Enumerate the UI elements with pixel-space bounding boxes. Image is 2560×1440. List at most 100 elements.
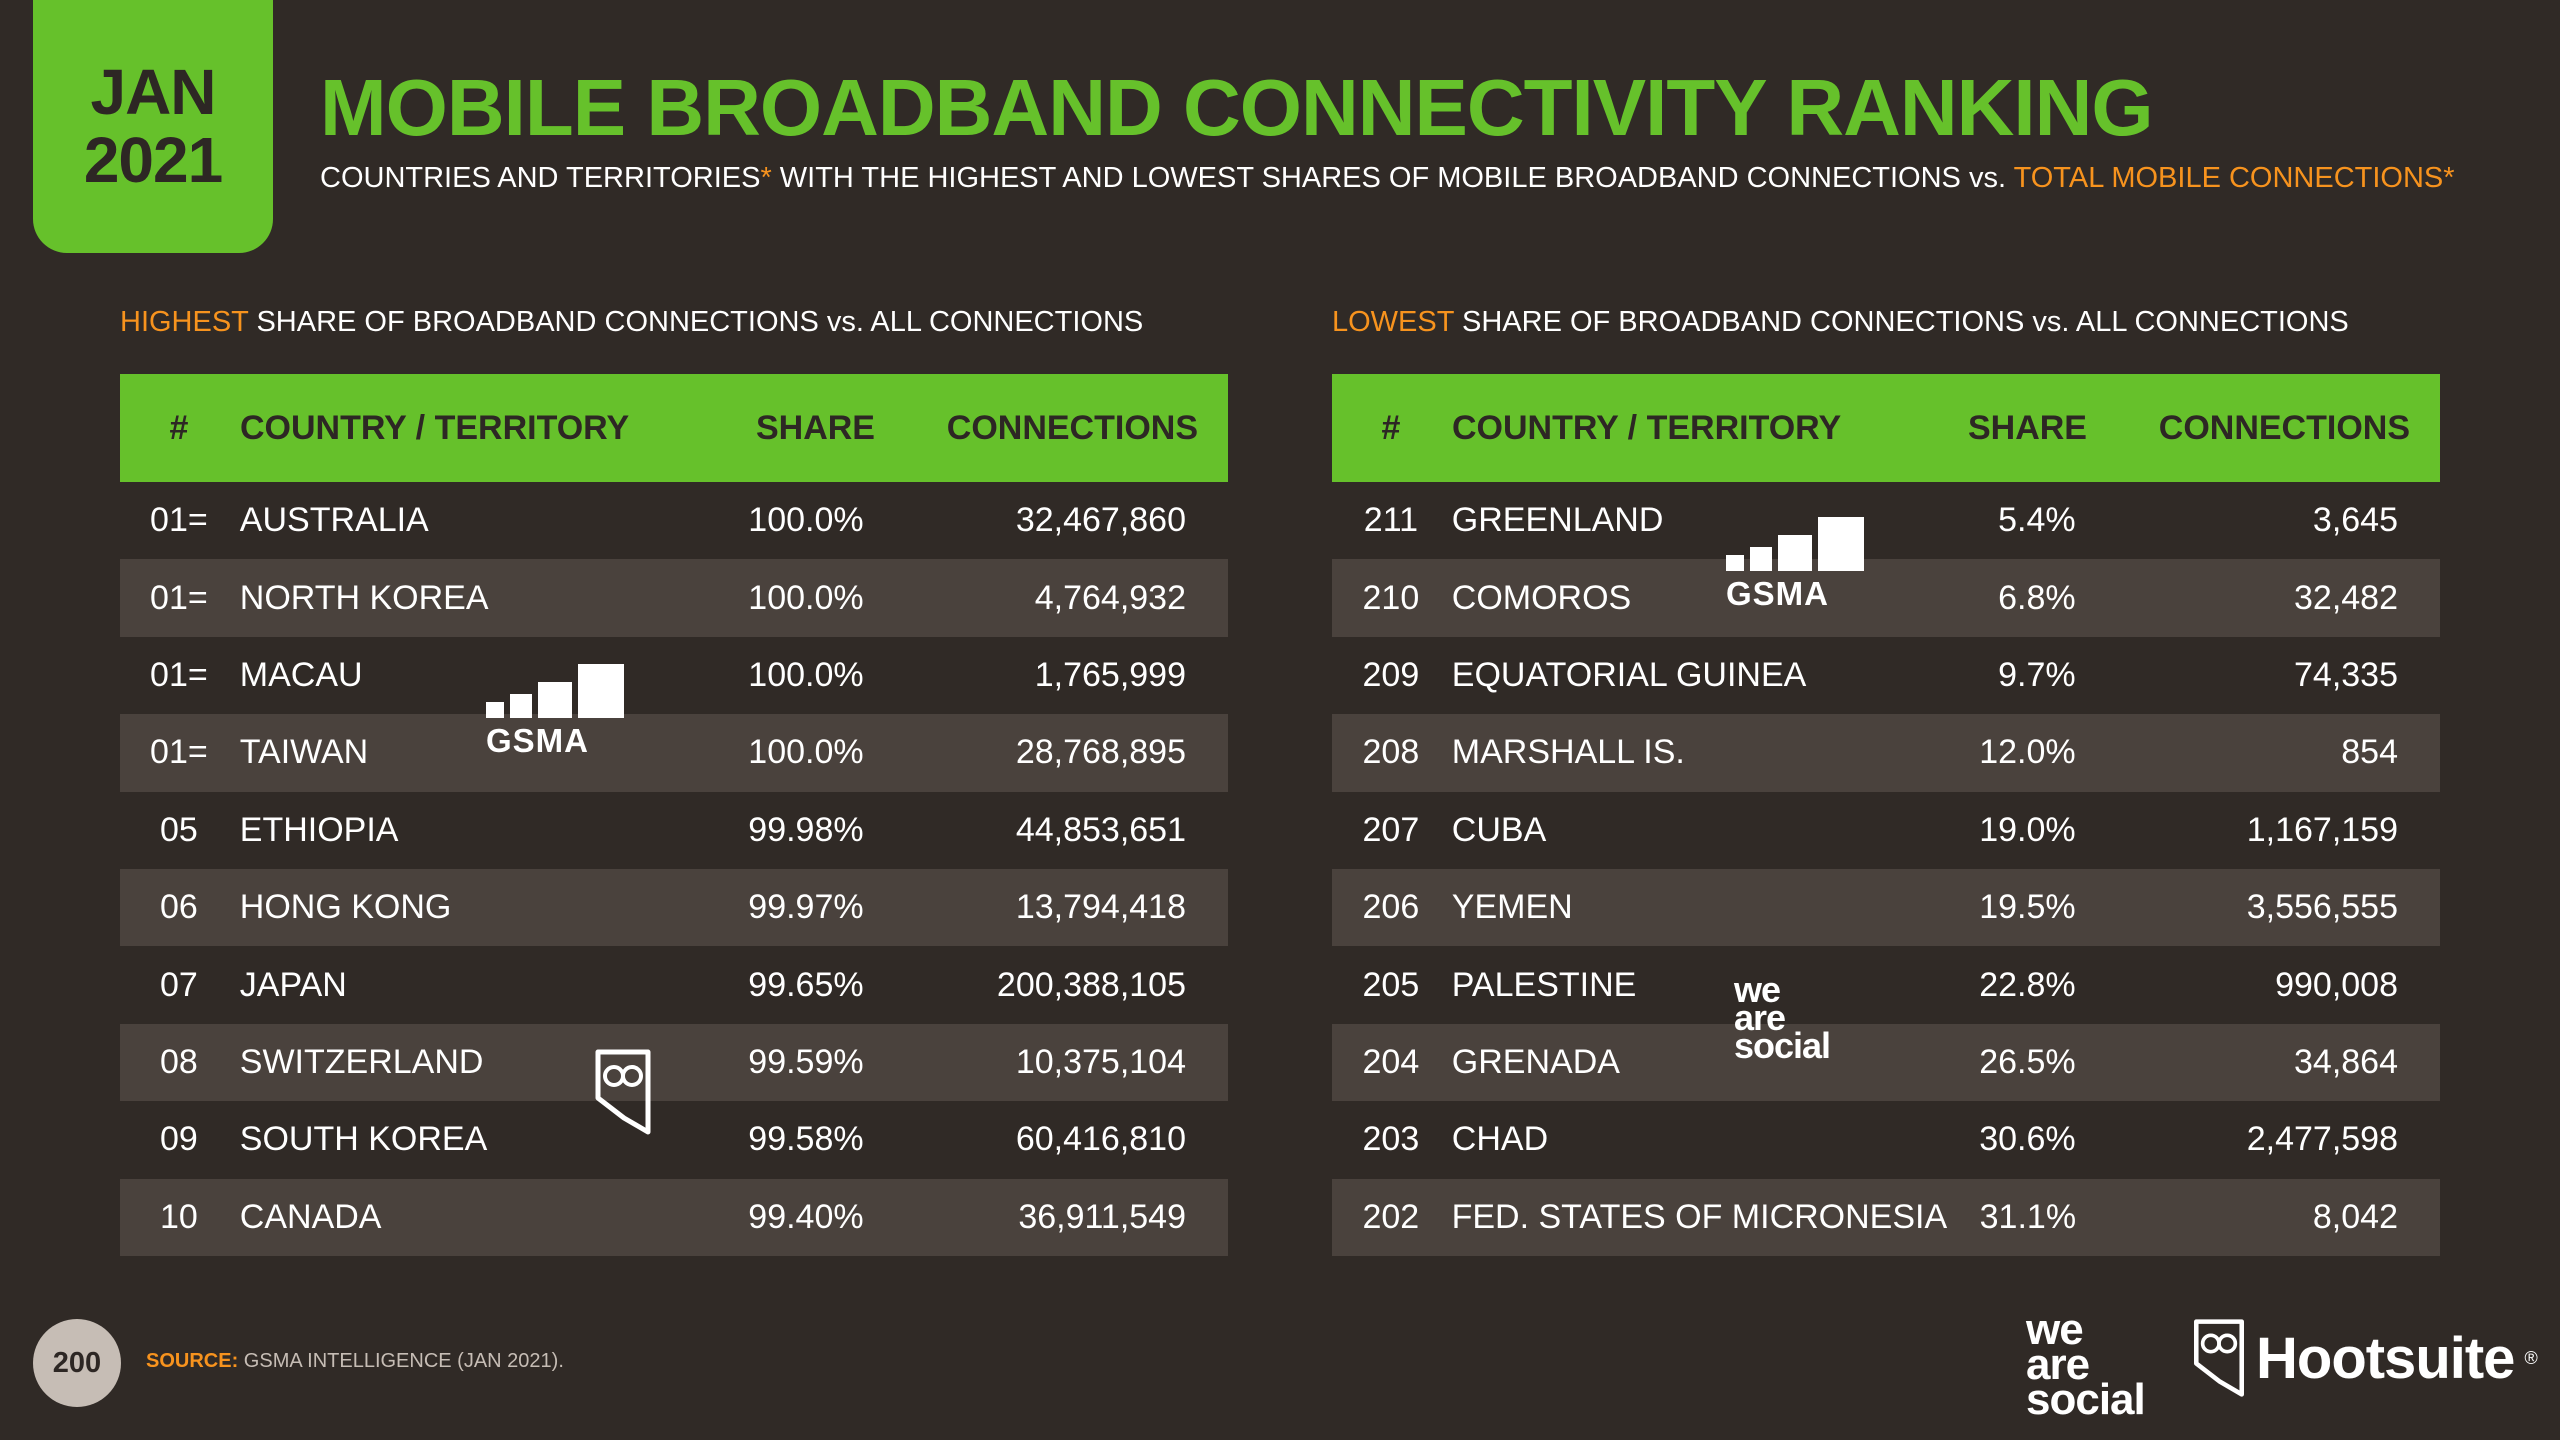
date-badge: JAN 2021 bbox=[33, 0, 273, 253]
country-cell: ETHIOPIA bbox=[239, 810, 399, 849]
hootsuite-logo: Hootsuite ® bbox=[2192, 1318, 2538, 1398]
rank-cell: 206 bbox=[1362, 888, 1420, 927]
page-subtitle: COUNTRIES AND TERRITORIES* WITH THE HIGH… bbox=[320, 162, 2455, 195]
rank-cell: 09 bbox=[159, 1120, 198, 1159]
country-cell: GREENLAND bbox=[1451, 501, 1664, 540]
lowest-rows: 211 GREENLAND 5.4% 3,645 210 COMOROS 6.8% 32,4… bbox=[1332, 482, 2440, 1256]
page-title: MOBILE BROADBAND CONNECTIVITY RANKING bbox=[320, 63, 2154, 152]
rank-cell: 06 bbox=[159, 888, 198, 927]
country-cell: CHAD bbox=[1451, 1120, 1549, 1159]
highest-panel: HIGHEST SHARE OF BROADBAND CONNECTIONS v… bbox=[120, 302, 1228, 1256]
signal-bars-icon bbox=[1726, 517, 1864, 571]
share-cell: 99.97% bbox=[748, 888, 864, 927]
share-cell: 5.4% bbox=[1998, 501, 2076, 540]
connections-cell: 74,335 bbox=[2294, 655, 2398, 694]
owl-logo-icon bbox=[2193, 1319, 2244, 1397]
connections-cell: 2,477,598 bbox=[2246, 1120, 2398, 1159]
country-cell: SWITZERLAND bbox=[239, 1042, 484, 1081]
rank-cell: 205 bbox=[1362, 965, 1420, 1004]
share-cell: 22.8% bbox=[1979, 965, 2076, 1004]
country-cell: YEMEN bbox=[1451, 888, 1573, 927]
rank-cell: 207 bbox=[1362, 810, 1420, 849]
rank-cell: 10 bbox=[159, 1197, 198, 1236]
share-cell: 100.0% bbox=[748, 578, 864, 617]
connections-cell: 10,375,104 bbox=[1015, 1042, 1186, 1081]
lowest-panel: LOWEST SHARE OF BROADBAND CONNECTIONS vs… bbox=[1332, 302, 2440, 1256]
table-row: 01= TAIWAN 100.0% 28,768,895 bbox=[120, 714, 1228, 792]
source-text: GSMA INTELLIGENCE (JAN 2021). bbox=[238, 1350, 564, 1372]
country-cell: CUBA bbox=[1451, 810, 1547, 849]
table-row: 205 PALESTINE 22.8% 990,008 bbox=[1332, 946, 2440, 1024]
rank-cell: 01= bbox=[150, 655, 208, 694]
share-cell: 9.7% bbox=[1998, 655, 2076, 694]
table-row: 08 SWITZERLAND 99.59% 10,375,104 bbox=[120, 1023, 1228, 1102]
table-row: 208 MARSHALL IS. 12.0% 854 bbox=[1332, 714, 2440, 792]
connections-cell: 3,556,555 bbox=[2246, 888, 2398, 927]
share-cell: 31.1% bbox=[1979, 1197, 2077, 1236]
gsma-watermark-text: GSMA bbox=[1726, 575, 1829, 612]
col-share-header: SHARE bbox=[1967, 408, 2087, 447]
share-cell: 99.98% bbox=[748, 810, 864, 849]
country-cell: JAPAN bbox=[239, 965, 347, 1004]
col-connections-header: CONNECTIONS bbox=[2158, 408, 2410, 447]
table-row: 203 CHAD 30.6% 2,477,598 bbox=[1332, 1101, 2440, 1179]
rank-cell: 209 bbox=[1362, 655, 1420, 694]
owl-logo-icon bbox=[594, 1048, 652, 1141]
table-row: 211 GREENLAND 5.4% 3,645 bbox=[1332, 482, 2440, 560]
lowest-heading: LOWEST SHARE OF BROADBAND CONNECTIONS vs… bbox=[1332, 302, 2440, 342]
connections-cell: 1,765,999 bbox=[1034, 655, 1186, 694]
badge-month: JAN bbox=[90, 56, 216, 129]
rank-cell: 204 bbox=[1362, 1042, 1420, 1081]
table-row: 01= AUSTRALIA 100.0% 32,467,860 bbox=[120, 482, 1228, 560]
rank-cell: 01= bbox=[150, 501, 208, 540]
country-cell: COMOROS bbox=[1451, 578, 1632, 617]
connections-cell: 34,864 bbox=[2294, 1042, 2398, 1081]
country-cell: AUSTRALIA bbox=[239, 501, 429, 540]
country-cell: HONG KONG bbox=[239, 888, 452, 927]
col-connections-header: CONNECTIONS bbox=[946, 408, 1198, 447]
highest-heading: HIGHEST SHARE OF BROADBAND CONNECTIONS v… bbox=[120, 302, 1228, 342]
was-line-3: social bbox=[1734, 1025, 1831, 1067]
connections-cell: 990,008 bbox=[2275, 965, 2398, 1004]
source-note: SOURCE: GSMA INTELLIGENCE (JAN 2021). bbox=[146, 1350, 564, 1373]
country-cell: PALESTINE bbox=[1451, 965, 1637, 1004]
subtitle-part1: COUNTRIES AND TERRITORIES bbox=[320, 162, 761, 194]
subtitle-part2: WITH THE HIGHEST AND LOWEST SHARES OF MO… bbox=[771, 162, 2014, 194]
col-rank-header: # bbox=[169, 408, 189, 447]
connections-cell: 60,416,810 bbox=[1015, 1120, 1186, 1159]
registered-mark: ® bbox=[2524, 1347, 2538, 1368]
share-cell: 30.6% bbox=[1979, 1120, 2076, 1159]
table-row: 05 ETHIOPIA 99.98% 44,853,651 bbox=[120, 791, 1228, 869]
connections-cell: 200,388,105 bbox=[996, 965, 1186, 1004]
share-cell: 100.0% bbox=[748, 733, 864, 772]
connections-cell: 44,853,651 bbox=[1015, 810, 1186, 849]
table-row: 207 CUBA 19.0% 1,167,159 bbox=[1332, 791, 2440, 869]
rank-cell: 08 bbox=[159, 1042, 198, 1081]
gsma-watermark: GSMA bbox=[486, 664, 624, 760]
table-row: 07 JAPAN 99.65% 200,388,105 bbox=[120, 946, 1228, 1024]
table-row: 06 HONG KONG 99.97% 13,794,418 bbox=[120, 868, 1228, 947]
we-are-social-watermark: we are social bbox=[1734, 969, 1831, 1067]
table-header: # COUNTRY / TERRITORY SHARE CONNECTIONS bbox=[120, 374, 1228, 482]
table-row: 210 COMOROS 6.8% 32,482 bbox=[1332, 559, 2440, 637]
share-cell: 99.58% bbox=[748, 1120, 864, 1159]
table-row: 206 YEMEN 19.5% 3,556,555 bbox=[1332, 868, 2440, 947]
share-cell: 26.5% bbox=[1979, 1042, 2076, 1081]
rank-cell: 01= bbox=[150, 578, 208, 617]
rank-cell: 211 bbox=[1363, 501, 1418, 540]
rank-cell: 208 bbox=[1362, 733, 1420, 772]
country-cell: EQUATORIAL GUINEA bbox=[1451, 655, 1807, 694]
brand-was-line-1: we bbox=[2026, 1305, 2084, 1354]
rank-cell: 203 bbox=[1362, 1120, 1420, 1159]
gsma-watermark-text: GSMA bbox=[486, 722, 589, 759]
highest-rows: 01= AUSTRALIA 100.0% 32,467,860 01= NORTH KO… bbox=[120, 482, 1228, 1256]
connections-cell: 36,911,549 bbox=[1018, 1197, 1186, 1236]
col-country-header: COUNTRY / TERRITORY bbox=[240, 408, 630, 447]
table-header: # COUNTRY / TERRITORY SHARE CONNECTIONS bbox=[1332, 374, 2440, 482]
rank-cell: 202 bbox=[1362, 1197, 1420, 1236]
connections-cell: 4,764,932 bbox=[1034, 578, 1186, 617]
subtitle-star: * bbox=[760, 162, 772, 194]
was-line-1: we bbox=[1734, 969, 1781, 1010]
badge-year: 2021 bbox=[83, 123, 223, 196]
col-country-header: COUNTRY / TERRITORY bbox=[1452, 408, 1842, 447]
